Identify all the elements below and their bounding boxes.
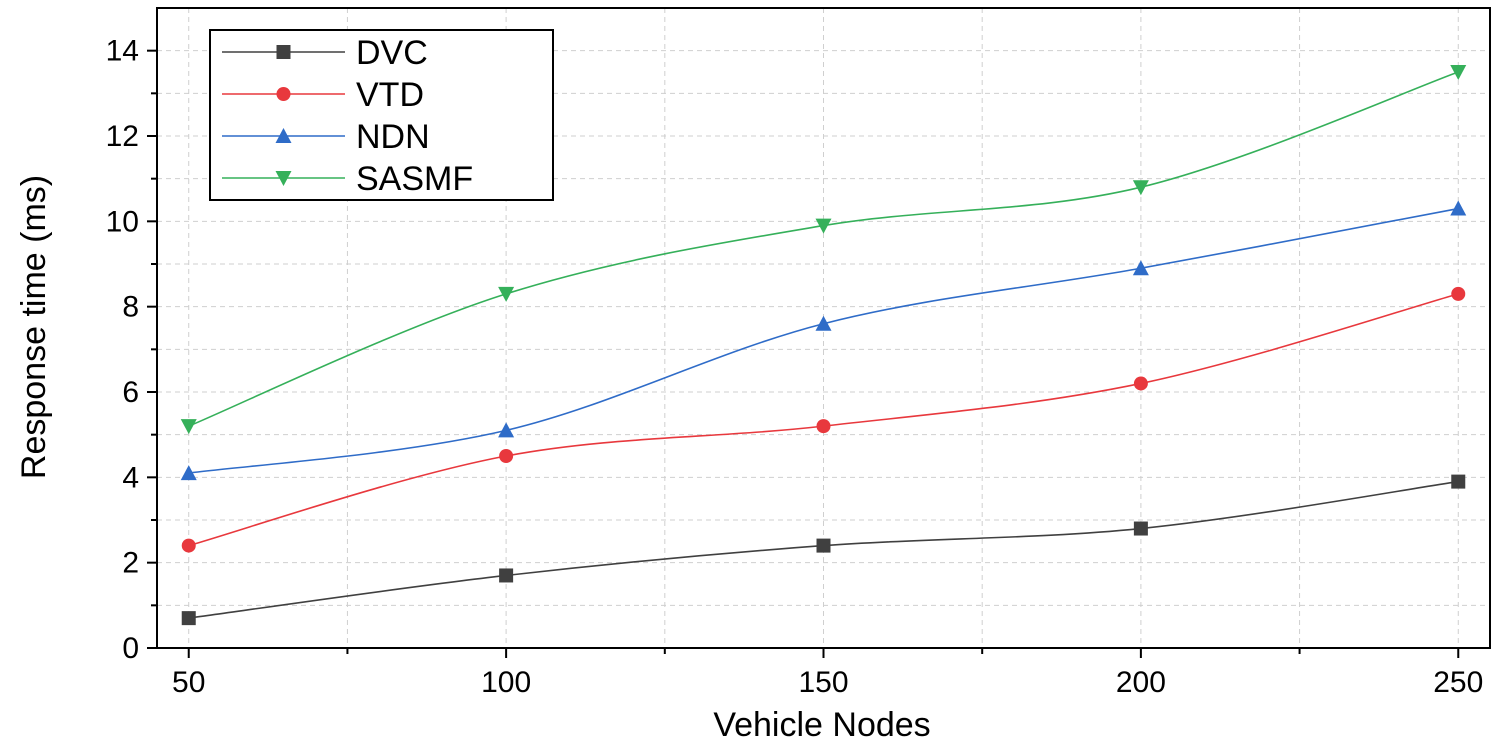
x-tick-label: 150 [798,666,848,699]
y-tick-label: 6 [122,376,139,409]
data-point-ndn [498,422,515,438]
data-point-sasmf [180,419,197,435]
legend-label-dvc: DVC [356,34,428,72]
y-axis-title: Response time (ms) [15,175,53,479]
legend-marker-ndn [275,128,292,143]
legend-marker-vtd [276,87,291,101]
data-point-dvc [181,611,196,626]
legend: DVC VTD NDN SASMF [209,29,554,201]
series-markers [180,65,1467,626]
data-point-sasmf [1132,180,1149,196]
legend-marker-sasmf [275,171,292,186]
legend-marker-dvc [276,45,291,59]
legend-label-sasmf: SASMF [356,160,473,198]
data-point-vtd [1451,286,1466,301]
x-tick-label: 100 [481,666,531,699]
data-point-dvc [816,538,831,553]
legend-label-ndn: NDN [356,118,430,156]
y-tick-label: 12 [106,120,139,153]
data-point-dvc [1451,474,1466,489]
data-point-ndn [815,315,832,331]
x-tick-label: 50 [172,666,205,699]
data-point-vtd [181,538,196,553]
data-point-dvc [499,568,514,583]
x-tick-label: 250 [1433,666,1483,699]
axis-ticks [147,49,1460,658]
data-point-sasmf [815,218,832,234]
data-point-vtd [499,449,514,463]
y-tick-label: 10 [106,205,139,238]
data-point-ndn [1450,200,1467,216]
legend-label-vtd: VTD [356,76,424,114]
y-tick-label: 8 [122,291,139,324]
data-point-vtd [1133,376,1148,391]
data-point-sasmf [498,286,515,302]
tick-labels: 0 2 4 6 8 10 12 14 50 100 150 200 250 [106,35,1484,699]
y-tick-label: 14 [106,35,139,68]
y-tick-label: 0 [122,632,139,665]
data-point-ndn [1132,260,1149,276]
x-tick-label: 200 [1116,666,1166,699]
legend-box [209,29,554,201]
y-tick-label: 2 [122,547,139,580]
data-point-ndn [180,465,197,481]
y-tick-label: 4 [122,461,139,494]
data-point-vtd [816,419,831,434]
data-point-dvc [1133,521,1148,536]
x-axis-title: Vehicle Nodes [713,706,930,743]
data-point-sasmf [1450,65,1467,80]
